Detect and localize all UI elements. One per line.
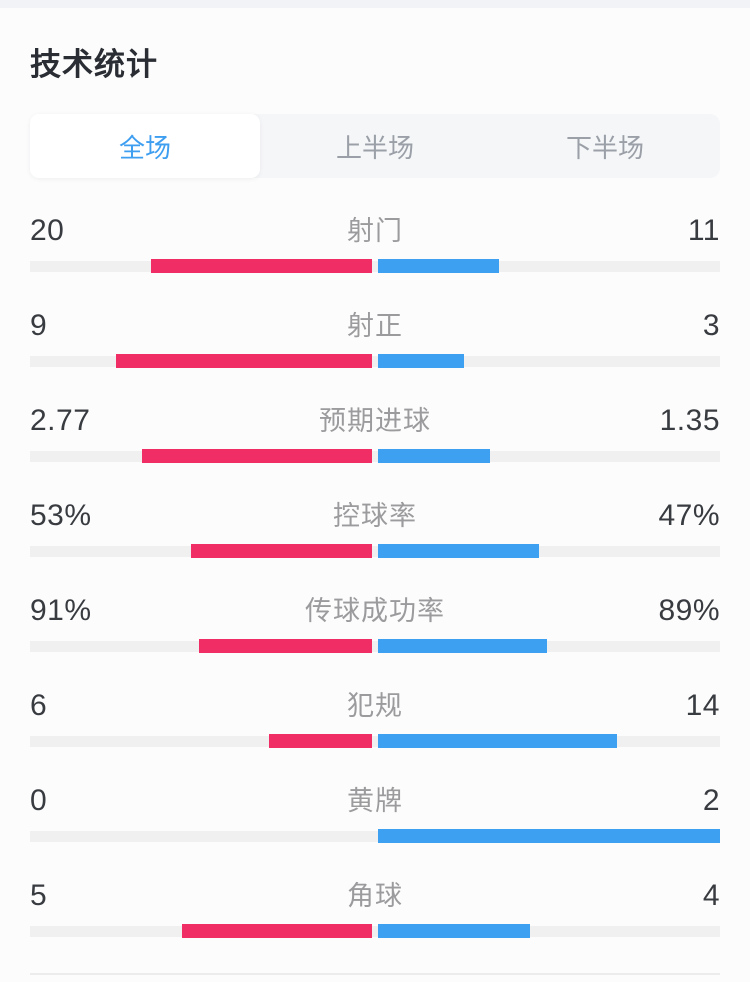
away-bar xyxy=(378,829,720,843)
stat-bar xyxy=(30,259,720,273)
bar-track xyxy=(30,451,720,462)
home-value: 6 xyxy=(30,689,48,722)
away-bar xyxy=(378,639,548,653)
away-bar xyxy=(378,544,539,558)
home-value: 53% xyxy=(30,499,92,532)
home-value: 91% xyxy=(30,594,92,627)
stat-text: 91% 传球成功率 89% xyxy=(30,593,720,629)
home-value: 0 xyxy=(30,784,48,817)
home-bar xyxy=(269,734,372,748)
stat-bar xyxy=(30,734,720,748)
tab-first-half[interactable]: 上半场 xyxy=(335,132,414,163)
stat-row: 20 射门 11 xyxy=(30,188,720,283)
home-value: 20 xyxy=(30,214,65,247)
stat-label: 射正 xyxy=(347,311,403,341)
stat-row: 5 角球 4 xyxy=(30,853,720,948)
stat-text: 0 黄牌 2 xyxy=(30,783,720,819)
home-value: 2.77 xyxy=(30,404,91,437)
home-bar xyxy=(199,639,372,653)
away-value: 14 xyxy=(685,689,720,722)
stat-label: 控球率 xyxy=(333,501,417,531)
stat-label: 犯规 xyxy=(347,691,403,721)
stat-text: 6 犯规 14 xyxy=(30,688,720,724)
stat-bar xyxy=(30,449,720,463)
away-bar xyxy=(378,354,464,368)
stat-row: 6 犯规 14 xyxy=(30,663,720,758)
away-value: 4 xyxy=(702,879,720,912)
away-value: 47% xyxy=(658,499,720,532)
stat-label: 传球成功率 xyxy=(305,596,445,626)
stat-text: 9 射正 3 xyxy=(30,308,720,344)
tab-full-match[interactable]: 全场 xyxy=(30,114,260,178)
bar-track xyxy=(30,261,720,272)
home-bar xyxy=(142,449,372,463)
stat-text: 5 角球 4 xyxy=(30,878,720,914)
stat-bar xyxy=(30,354,720,368)
stat-bar xyxy=(30,639,720,653)
home-bar xyxy=(190,544,372,558)
stat-row: 53% 控球率 47% xyxy=(30,473,720,568)
bottom-divider xyxy=(30,973,720,975)
stat-bar xyxy=(30,544,720,558)
away-value: 2 xyxy=(702,784,720,817)
stat-bar xyxy=(30,924,720,938)
home-bar xyxy=(182,924,372,938)
tab-second-half[interactable]: 下半场 xyxy=(565,132,644,163)
stat-row: 0 黄牌 2 xyxy=(30,758,720,853)
bar-track xyxy=(30,356,720,367)
stat-text: 20 射门 11 xyxy=(30,213,720,249)
stat-row: 9 射正 3 xyxy=(30,283,720,378)
bar-track xyxy=(30,546,720,557)
page-title: 技术统计 xyxy=(30,47,158,82)
stat-bar xyxy=(30,829,720,843)
away-bar xyxy=(378,449,491,463)
stats-panel: 技术统计 全场 上半场 下半场 20 射门 11 9 射正 3 2.77 xyxy=(0,44,750,975)
away-value: 3 xyxy=(702,309,720,342)
period-tabs: 全场 上半场 下半场 xyxy=(30,114,720,178)
bar-track xyxy=(30,831,720,842)
bar-track xyxy=(30,926,720,937)
bar-track xyxy=(30,641,720,652)
stat-text: 2.77 预期进球 1.35 xyxy=(30,403,720,439)
bar-track xyxy=(30,736,720,747)
home-value: 9 xyxy=(30,309,48,342)
away-value: 89% xyxy=(658,594,720,627)
home-bar xyxy=(151,259,372,273)
top-strip xyxy=(0,0,750,8)
home-value: 5 xyxy=(30,879,48,912)
away-value: 11 xyxy=(687,214,720,247)
stat-label: 预期进球 xyxy=(319,406,431,436)
stat-label: 角球 xyxy=(347,881,403,911)
stat-label: 黄牌 xyxy=(347,786,403,816)
away-bar xyxy=(378,924,530,938)
stat-text: 53% 控球率 47% xyxy=(30,498,720,534)
stat-row: 91% 传球成功率 89% xyxy=(30,568,720,663)
stat-row: 2.77 预期进球 1.35 xyxy=(30,378,720,473)
away-value: 1.35 xyxy=(659,404,720,437)
away-bar xyxy=(378,259,500,273)
stat-label: 射门 xyxy=(347,216,403,246)
away-bar xyxy=(378,734,618,748)
home-bar xyxy=(115,354,372,368)
stats-list: 20 射门 11 9 射正 3 2.77 预期进球 1.35 xyxy=(30,188,720,948)
